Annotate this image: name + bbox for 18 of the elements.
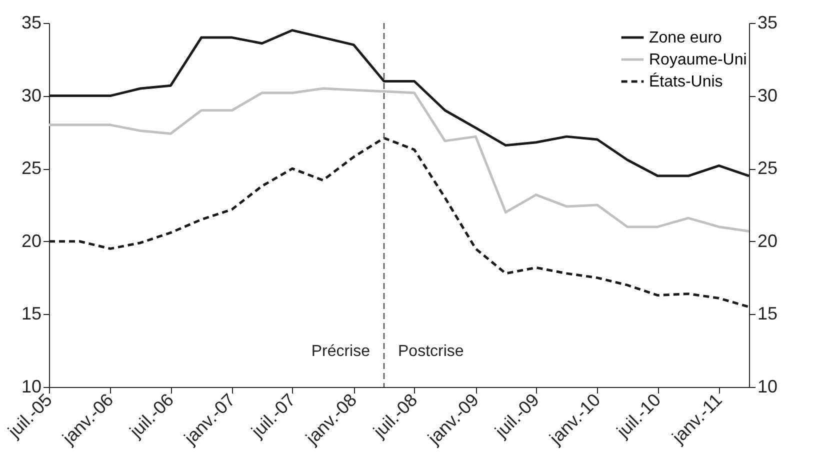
line-series xyxy=(48,87,750,232)
y2-tick-label: 15 xyxy=(758,304,778,324)
y-tick-label: 25 xyxy=(21,158,42,178)
y2-tick-label: 10 xyxy=(758,376,778,396)
y2-tick-label: 25 xyxy=(758,158,778,178)
y-tick-label: 10 xyxy=(21,376,42,396)
y-tick-label: 20 xyxy=(21,230,42,251)
y-tick-label: 35 xyxy=(21,12,42,32)
annotation: Postcrise xyxy=(398,343,464,360)
y-tick-label: 15 xyxy=(21,304,42,324)
legend-label: États-Unis xyxy=(649,72,723,90)
y2-tick-label: 30 xyxy=(758,85,778,106)
legend-label: Zone euro xyxy=(649,30,722,46)
y2-tick-label: 20 xyxy=(758,230,778,251)
y2-tick-label: 35 xyxy=(758,12,778,32)
y-tick-label: 30 xyxy=(21,85,42,106)
annotation: Précrise xyxy=(311,343,370,360)
legend-label: Royaume-Uni xyxy=(649,52,747,68)
